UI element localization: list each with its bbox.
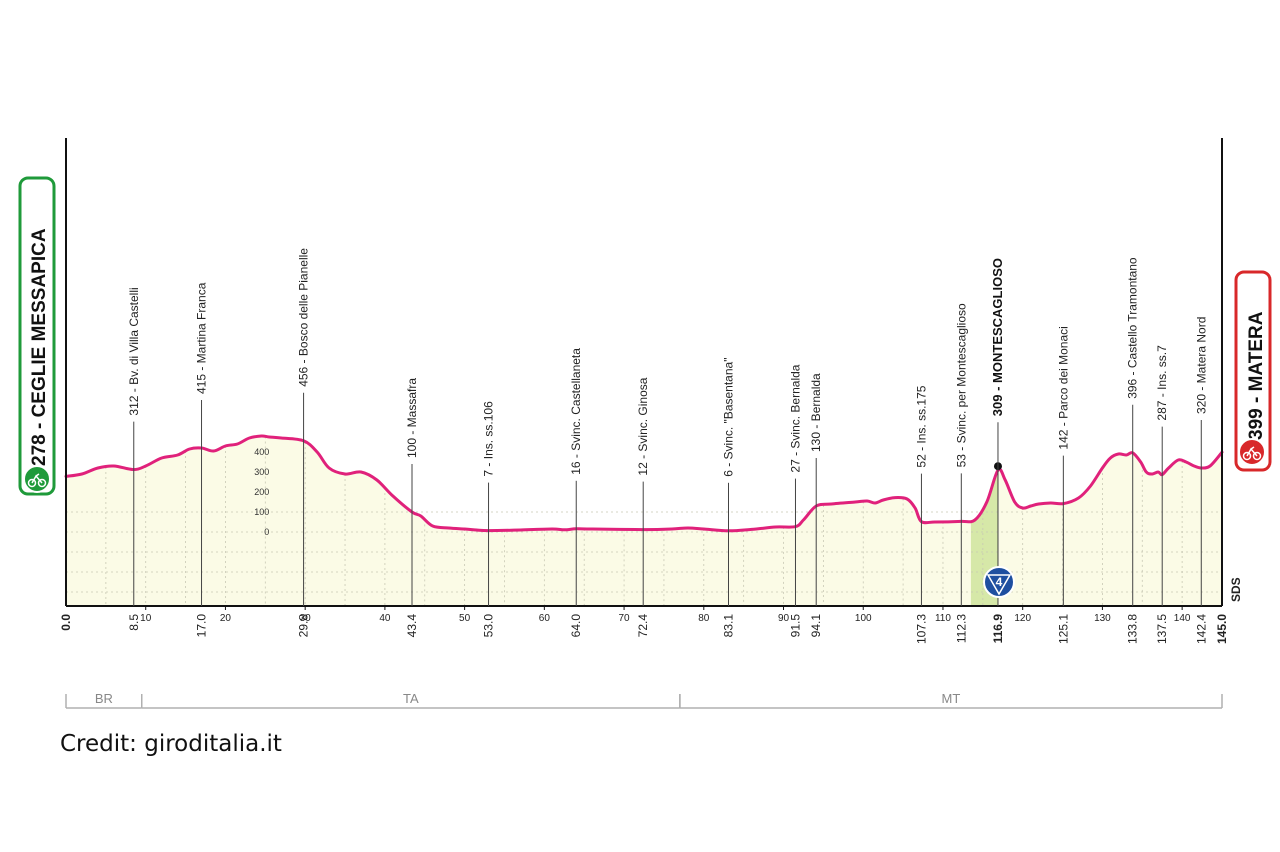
region-label: MT	[942, 691, 961, 706]
x-axis-tick-label: 100	[855, 613, 872, 624]
waypoint-label: 12 - Svinc. Ginosa	[636, 377, 650, 475]
start-city-label: 278 - CEGLIE MESSAPICA	[29, 228, 50, 466]
x-axis-tick-label: 130	[1094, 613, 1111, 624]
kom-badge: 4	[983, 566, 1015, 598]
altitude-tick-label: 100	[254, 507, 269, 517]
waypoint-km-label: 83.1	[722, 614, 736, 638]
x-axis-tick-label: 60	[539, 613, 551, 624]
waypoint-km-label: 137.5	[1155, 614, 1169, 644]
kom-category: 4	[996, 575, 1003, 589]
regions-layer: BR TA MT	[65, 691, 1223, 709]
waypoint-label: 320 - Matera Nord	[1194, 317, 1208, 414]
waypoint-km-label: 125.1	[1056, 614, 1070, 644]
waypoint-label: 7 - Ins. ss.106	[482, 401, 496, 477]
finish-badge: 399 - MATERA	[1234, 270, 1272, 472]
waypoint-km-label: 17.0	[195, 614, 209, 638]
waypoint-km-label: 64.0	[569, 614, 583, 638]
sds-label: SDS	[1229, 577, 1243, 602]
waypoint-km-label: 8.5	[127, 614, 141, 631]
credit-text: Credit: giroditalia.it	[60, 731, 282, 757]
altitude-tick-label: 0	[264, 527, 269, 537]
region-label: BR	[95, 691, 113, 706]
waypoint-label: 100 - Massafra	[405, 378, 419, 458]
waypoint-label: 27 - Svinc. Bernalda	[788, 364, 802, 472]
waypoint-km-label: 29.8	[297, 614, 311, 638]
waypoints-layer: 312 - Bv. di Villa Castelli 415 - Martina…	[127, 248, 1208, 606]
waypoint-km-label: 91.5	[788, 614, 802, 638]
x-axis-tick-label: 110	[935, 613, 951, 624]
profile-line	[64, 434, 1224, 533]
x-axis-tick-label: 90	[778, 613, 790, 624]
waypoint-label: 142 - Parco dei Monaci	[1056, 326, 1070, 449]
altitude-tick-label: 300	[254, 467, 269, 477]
waypoint-label: 309 - MONTESCAGLIOSO	[990, 258, 1005, 416]
altitude-tick-label: 200	[254, 487, 269, 497]
waypoint-km-label: 112.3	[954, 614, 968, 643]
altitude-scale: 0 100 200 300 400	[254, 447, 269, 537]
waypoint-km-label: 72.4	[636, 614, 650, 638]
waypoint-label: 456 - Bosco delle Pianelle	[297, 248, 311, 387]
x-axis: 10 20 30 40 50 60 70 80 90 100 110 120 130 140 0.0 8.5 1…	[59, 605, 1229, 644]
x-axis-tick-label: 140	[1174, 613, 1191, 624]
waypoint-label: 6 - Svinc. "Basentana"	[722, 358, 736, 477]
waypoint-label: 415 - Martina Franca	[195, 282, 209, 394]
waypoint-km-label: 94.1	[809, 614, 823, 638]
altitude-tick-label: 400	[254, 447, 269, 457]
x-axis-tick-label: 70	[619, 613, 631, 624]
waypoint-km-label: 116.9	[991, 614, 1005, 644]
x-axis-tick-label: 20	[220, 613, 232, 624]
waypoint-label: 130 - Bernalda	[809, 373, 823, 452]
waypoint-km-label: 53.0	[482, 614, 496, 638]
waypoint-label: 312 - Bv. di Villa Castelli	[127, 287, 141, 415]
profile-area-fill	[66, 435, 1222, 606]
finish-city-label: 399 - MATERA	[1246, 311, 1267, 440]
x-axis-tick-label: 80	[698, 613, 710, 624]
waypoint-km-label: 107.3	[914, 614, 928, 644]
waypoint-label: 396 - Castello Tramontano	[1126, 257, 1140, 399]
region-label: TA	[403, 691, 419, 706]
grid-layer	[66, 436, 1222, 606]
waypoint-km-label: 142.4	[1194, 614, 1208, 644]
start-badge: 278 - CEGLIE MESSAPICA	[18, 176, 56, 496]
x-axis-tick-label: 10	[140, 613, 152, 624]
waypoint-km-label: 43.4	[405, 614, 419, 638]
x-axis-tick-label: 40	[379, 613, 391, 624]
start-bike-icon	[23, 465, 51, 493]
waypoint-label: 287 - Ins. ss.7	[1155, 345, 1169, 421]
waypoint-km-label: 133.8	[1126, 614, 1140, 644]
x-axis-tick-label: 50	[459, 613, 471, 624]
finish-bike-icon	[1238, 438, 1266, 466]
waypoint-label: 53 - Svinc. per Montescaglioso	[954, 303, 968, 467]
waypoint-km-label: 0.0	[59, 614, 73, 631]
waypoint-label: 16 - Svinc. Castellaneta	[569, 348, 583, 475]
x-axis-tick-label: 120	[1014, 613, 1031, 624]
waypoint-km-label: 145.0	[1215, 614, 1229, 644]
x-axis-tick-label: 30	[300, 613, 312, 624]
waypoint-label: 52 - Ins. ss.175	[914, 385, 928, 467]
